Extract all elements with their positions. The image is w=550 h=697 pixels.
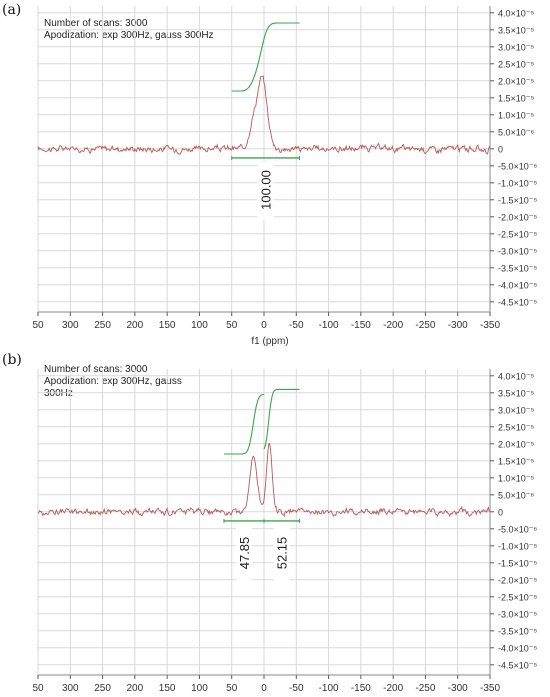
y-tick-label: -5.0×10⁻⁶ xyxy=(498,161,538,171)
panel-label: (b) xyxy=(2,352,22,368)
acquisition-info: Number of scans: 3000 Apodization: exp 3… xyxy=(44,364,182,400)
spectrum-trace xyxy=(37,443,491,518)
x-tick-label: -350 xyxy=(480,683,500,694)
y-tick-label: 2.0×10⁻⁵ xyxy=(498,76,535,86)
x-tick-label: -100 xyxy=(319,683,339,694)
y-tick-label: -3.0×10⁻⁵ xyxy=(498,609,538,619)
y-tick-label: 2.5×10⁻⁵ xyxy=(498,59,535,69)
x-tick-label: 300 xyxy=(62,320,79,331)
x-tick-label: -350 xyxy=(480,320,500,331)
x-tick-label: -250 xyxy=(415,320,435,331)
y-tick-label: -2.0×10⁻⁵ xyxy=(498,212,538,222)
x-tick-label: 200 xyxy=(127,683,144,694)
y-tick-label: -1.5×10⁻⁵ xyxy=(498,195,538,205)
x-tick-label: 250 xyxy=(94,320,111,331)
integral-label-bg xyxy=(235,524,252,583)
y-tick-label: -1.0×10⁻⁵ xyxy=(498,541,538,551)
y-tick-label: -4.0×10⁻⁵ xyxy=(498,643,538,653)
x-tick-label: 50 xyxy=(32,683,44,694)
y-tick-label: 3.5×10⁻⁵ xyxy=(498,25,535,35)
x-axis-label: f1 (ppm) xyxy=(251,336,288,347)
x-tick-label: -100 xyxy=(319,320,339,331)
y-tick-label: 5.0×10⁻⁶ xyxy=(498,127,535,137)
x-tick-label: 150 xyxy=(159,683,176,694)
integral-label-bg xyxy=(273,524,290,583)
acquisition-info: Number of scans: 3000 Apodization: exp 3… xyxy=(44,18,214,42)
spectrum-panel-a: (a) Number of scans: 3000 Apodization: e… xyxy=(0,0,550,348)
y-tick-label: 1.0×10⁻⁵ xyxy=(498,110,535,120)
x-tick-label: 50 xyxy=(32,320,44,331)
integral-value-label: 52.15 xyxy=(275,537,290,570)
x-tick-label: 150 xyxy=(159,320,176,331)
y-tick-label: 0 xyxy=(498,507,503,517)
y-tick-label: -1.5×10⁻⁵ xyxy=(498,558,538,568)
integral-value-label: 47.85 xyxy=(237,537,252,570)
y-tick-label: 1.0×10⁻⁵ xyxy=(498,473,535,483)
y-tick-label: 1.5×10⁻⁵ xyxy=(498,456,535,466)
x-tick-label: 50 xyxy=(226,320,238,331)
x-tick-label: 100 xyxy=(191,683,208,694)
info-line: Number of scans: 3000 xyxy=(44,364,148,375)
y-tick-label: -3.5×10⁻⁵ xyxy=(498,263,538,273)
x-tick-label: 50 xyxy=(226,683,238,694)
x-tick-label: -200 xyxy=(383,320,403,331)
grid xyxy=(37,369,494,679)
integral-value-label: 100.00 xyxy=(259,170,274,210)
y-tick-label: -4.0×10⁻⁵ xyxy=(498,280,538,290)
x-tick-label: -300 xyxy=(448,320,468,331)
y-tick-label: -5.0×10⁻⁶ xyxy=(498,524,538,534)
integral-region: 47.85 xyxy=(223,393,265,583)
y-tick-label: 1.5×10⁻⁵ xyxy=(498,93,535,103)
y-tick-label: 3.0×10⁻⁵ xyxy=(498,42,535,52)
y-tick-label: -3.0×10⁻⁵ xyxy=(498,246,538,256)
y-tick-label: -2.5×10⁻⁵ xyxy=(498,592,538,602)
integral-curve xyxy=(231,22,300,92)
integral-curve xyxy=(263,388,300,450)
y-tick-label: -4.5×10⁻⁵ xyxy=(498,660,538,670)
y-tick-label: 3.0×10⁻⁵ xyxy=(498,405,535,415)
x-tick-label: -50 xyxy=(289,320,304,331)
y-tick-label: 3.5×10⁻⁵ xyxy=(498,388,535,398)
info-line: Number of scans: 3000 xyxy=(44,18,148,29)
y-tick-label: 4.0×10⁻⁵ xyxy=(498,8,535,18)
info-line: Apodization: exp 300Hz, gauss 300Hz xyxy=(44,30,214,41)
y-tick-label: -3.5×10⁻⁵ xyxy=(498,626,538,636)
y-tick-label: -2.5×10⁻⁵ xyxy=(498,229,538,239)
info-line: 300Hz xyxy=(44,388,73,399)
integral-label-bg xyxy=(257,161,274,220)
panel-label: (a) xyxy=(2,2,22,18)
x-tick-label: -250 xyxy=(415,683,435,694)
x-tick-label: 0 xyxy=(261,320,267,331)
y-tick-label: 0 xyxy=(498,144,503,154)
spectrum-trace xyxy=(37,75,491,155)
integral-curve xyxy=(224,393,265,455)
x-tick-label: -150 xyxy=(351,683,371,694)
x-tick-label: -300 xyxy=(448,683,468,694)
x-tick-label: 100 xyxy=(191,320,208,331)
x-tick-label: 0 xyxy=(261,683,267,694)
grid xyxy=(37,6,494,316)
x-tick-label: 300 xyxy=(62,683,79,694)
x-tick-label: -200 xyxy=(383,683,403,694)
y-tick-label: 5.0×10⁻⁶ xyxy=(498,490,535,500)
x-tick-label: 250 xyxy=(94,683,111,694)
y-tick-label: 2.5×10⁻⁵ xyxy=(498,422,535,432)
y-tick-label: -1.0×10⁻⁵ xyxy=(498,178,538,188)
spectrum-panel-b: (b) Number of scans: 3000 Apodization: e… xyxy=(0,348,550,697)
x-tick-label: -150 xyxy=(351,320,371,331)
y-tick-label: -4.5×10⁻⁵ xyxy=(498,297,538,307)
x-tick-label: -50 xyxy=(289,683,304,694)
nmr-spectrum-chart: 50 300 250 200 150 100 50 0 -50 -100 -150 -200 -250 -… xyxy=(32,369,538,694)
info-line: Apodization: exp 300Hz, gauss xyxy=(44,376,182,387)
y-tick-label: -2.0×10⁻⁵ xyxy=(498,575,538,585)
y-tick-label: 4.0×10⁻⁵ xyxy=(498,371,535,381)
nmr-spectrum-chart: 50 300 250 200 150 100 50 0 -50 -100 -150 -200 -250 -… xyxy=(32,6,538,347)
y-tick-label: 2.0×10⁻⁵ xyxy=(498,439,535,449)
integral-region: 52.15 xyxy=(263,388,301,583)
x-tick-label: 200 xyxy=(127,320,144,331)
integral-region: 100.00 xyxy=(231,22,301,220)
